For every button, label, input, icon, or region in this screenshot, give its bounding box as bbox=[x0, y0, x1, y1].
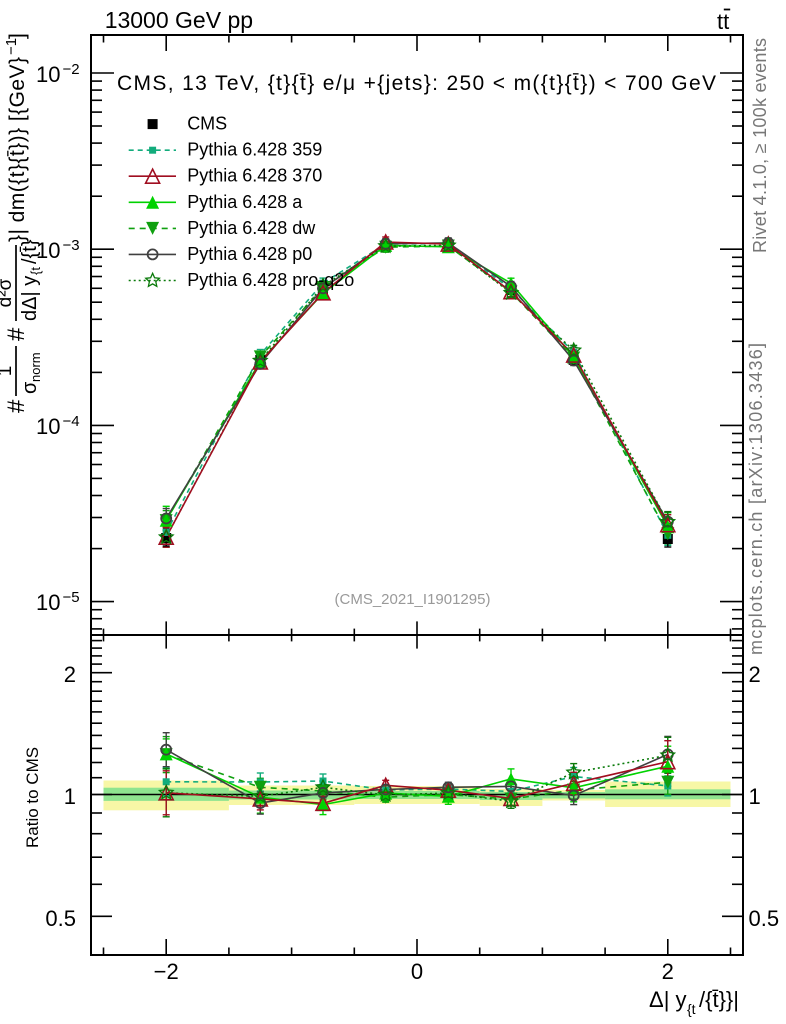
svg-text:10: 10 bbox=[36, 238, 60, 263]
svg-text:−4: −4 bbox=[63, 413, 80, 430]
svg-text:10: 10 bbox=[36, 590, 60, 615]
svg-text:2: 2 bbox=[662, 959, 674, 984]
svg-text:#: # bbox=[3, 327, 30, 341]
svg-text:CMS, 13 TeV, {t}{t̄} e/μ +{jet: CMS, 13 TeV, {t}{t̄} e/μ +{jets}: 250 < … bbox=[117, 72, 716, 95]
svg-text:Pythia 6.428 pro-q2o: Pythia 6.428 pro-q2o bbox=[187, 270, 354, 290]
svg-text:0.5: 0.5 bbox=[45, 906, 76, 931]
svg-text:Pythia 6.428 a: Pythia 6.428 a bbox=[187, 192, 303, 212]
svg-text:Pythia 6.428 dw: Pythia 6.428 dw bbox=[187, 218, 316, 238]
svg-text:{t: {t bbox=[687, 1001, 696, 1017]
svg-text:Δ| y: Δ| y bbox=[649, 987, 687, 1012]
svg-text:Rivet 4.1.0, ≥ 100k events: Rivet 4.1.0, ≥ 100k events bbox=[750, 38, 770, 253]
svg-text:1: 1 bbox=[64, 784, 76, 809]
svg-text:0.5: 0.5 bbox=[749, 906, 780, 931]
svg-text:−3: −3 bbox=[63, 237, 80, 254]
svg-text:−2: −2 bbox=[154, 959, 179, 984]
svg-text:σ: σ bbox=[19, 381, 41, 394]
svg-text:13000 GeV pp: 13000 GeV pp bbox=[105, 7, 253, 33]
svg-text:Pythia 6.428 359: Pythia 6.428 359 bbox=[187, 140, 322, 160]
svg-text:/{t̄}: /{t̄} bbox=[19, 239, 41, 264]
svg-text:d²σ: d²σ bbox=[0, 278, 16, 307]
svg-text:CMS: CMS bbox=[187, 114, 227, 134]
svg-text:2: 2 bbox=[749, 662, 761, 687]
svg-text:2: 2 bbox=[64, 662, 76, 687]
svg-text:0: 0 bbox=[411, 959, 423, 984]
svg-text:#: # bbox=[3, 399, 30, 413]
svg-text:]: ] bbox=[6, 33, 29, 39]
svg-text:Pythia 6.428 370: Pythia 6.428 370 bbox=[187, 166, 322, 186]
svg-text:1: 1 bbox=[749, 784, 761, 809]
svg-text:tt: tt bbox=[717, 9, 729, 34]
svg-text:10: 10 bbox=[36, 414, 60, 439]
svg-text:−1: −1 bbox=[3, 38, 20, 55]
svg-text:/{t̄}}|: /{t̄}}| bbox=[699, 987, 739, 1012]
svg-text:}| dm({t}{t̄})} [{GeV}: }| dm({t}{t̄})} [{GeV} bbox=[6, 57, 29, 242]
svg-text:(CMS_2021_I1901295): (CMS_2021_I1901295) bbox=[335, 591, 491, 608]
svg-text:dΔ| y: dΔ| y bbox=[19, 276, 41, 321]
svg-text:{t: {t bbox=[28, 267, 43, 275]
svg-text:10: 10 bbox=[36, 62, 60, 87]
svg-text:−5: −5 bbox=[63, 589, 80, 606]
svg-text:1: 1 bbox=[0, 366, 16, 377]
svg-text:Ratio to CMS: Ratio to CMS bbox=[23, 747, 42, 848]
svg-text:Pythia 6.428 p0: Pythia 6.428 p0 bbox=[187, 244, 312, 264]
svg-text:−2: −2 bbox=[63, 61, 80, 78]
svg-text:norm: norm bbox=[28, 352, 43, 382]
